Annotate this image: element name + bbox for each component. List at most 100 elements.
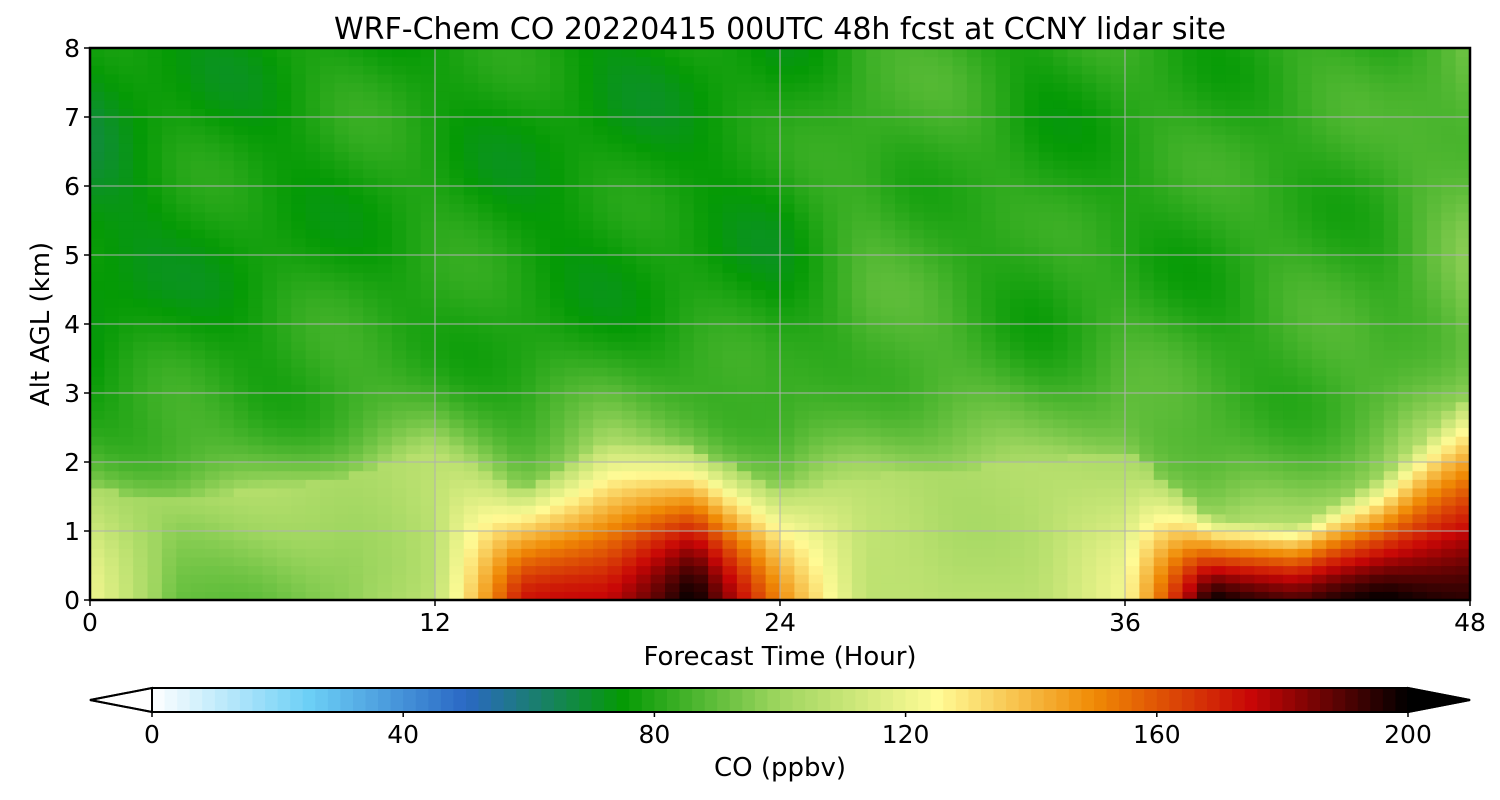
heatmap-cell <box>1355 531 1370 541</box>
heatmap-cell <box>736 444 752 454</box>
heatmap-cell <box>995 211 1011 222</box>
heatmap-cell <box>463 470 479 480</box>
heatmap-cell <box>449 255 465 265</box>
heatmap-cell <box>621 574 637 584</box>
heatmap-cell <box>1038 393 1054 403</box>
heatmap-cell <box>693 341 709 351</box>
heatmap-cell <box>1211 349 1227 360</box>
heatmap-cell <box>952 237 968 247</box>
heatmap-cell <box>1283 436 1299 446</box>
heatmap-cell <box>320 556 335 567</box>
heatmap-cell <box>981 246 997 256</box>
heatmap-cell <box>1038 496 1054 506</box>
heatmap-cell <box>1426 194 1442 204</box>
heatmap-cell <box>564 410 580 420</box>
heatmap-cell <box>463 349 479 360</box>
heatmap-cell <box>1096 384 1112 394</box>
heatmap-cell <box>1067 168 1083 178</box>
heatmap-cell <box>1010 211 1025 222</box>
heatmap-cell <box>1254 496 1270 506</box>
heatmap-cell <box>1196 272 1212 282</box>
heatmap-cell <box>305 522 321 532</box>
heatmap-cell <box>305 496 321 506</box>
heatmap-cell <box>952 151 968 161</box>
heatmap-cell <box>1053 487 1069 498</box>
heatmap-cell <box>449 306 465 316</box>
heatmap-cell <box>348 462 364 472</box>
heatmap-cell <box>966 255 982 265</box>
heatmap-cell <box>1038 289 1054 299</box>
heatmap-cell <box>1096 436 1112 446</box>
heatmap-cell <box>1268 522 1284 532</box>
heatmap-cell <box>679 436 695 446</box>
heatmap-cell <box>1110 194 1126 204</box>
heatmap-cell <box>90 444 105 454</box>
heatmap-cell <box>808 289 824 299</box>
heatmap-cell <box>1426 487 1442 498</box>
heatmap-cell <box>147 142 163 153</box>
heatmap-cell <box>837 168 853 178</box>
heatmap-cell <box>851 263 867 273</box>
heatmap-cell <box>722 220 738 230</box>
heatmap-cell <box>1211 246 1227 256</box>
heatmap-cell <box>550 418 565 429</box>
heatmap-cell <box>233 220 249 230</box>
heatmap-cell <box>1297 341 1313 351</box>
heatmap-cell <box>1355 341 1370 351</box>
heatmap-cell <box>751 582 767 592</box>
heatmap-cell <box>391 211 407 222</box>
heatmap-cell <box>205 487 220 498</box>
heatmap-cell <box>909 160 925 170</box>
heatmap-cell <box>1340 522 1356 532</box>
heatmap-cell <box>133 341 149 351</box>
heatmap-cell <box>679 246 695 256</box>
heatmap-cell <box>535 332 551 342</box>
heatmap-cell <box>866 151 882 161</box>
heatmap-cell <box>391 470 407 480</box>
heatmap-cell <box>420 453 436 463</box>
heatmap-cell <box>190 582 206 592</box>
heatmap-cell <box>1182 203 1198 213</box>
heatmap-cell <box>219 203 235 213</box>
heatmap-cell <box>794 496 810 506</box>
heatmap-cell <box>650 177 666 187</box>
heatmap-cell <box>1168 220 1184 230</box>
heatmap-cell <box>305 358 321 368</box>
heatmap-cell <box>233 168 249 178</box>
heatmap-cell <box>1455 349 1470 360</box>
heatmap-cell <box>550 556 565 567</box>
heatmap-cell <box>1182 418 1198 429</box>
heatmap-cell <box>161 229 177 239</box>
heatmap-cell <box>636 177 652 187</box>
heatmap-cell <box>1383 375 1399 385</box>
heatmap-cell <box>506 453 522 463</box>
heatmap-cell <box>938 505 954 515</box>
heatmap-cell <box>636 418 652 429</box>
heatmap-cell <box>449 203 465 213</box>
heatmap-cell <box>1240 289 1255 299</box>
heatmap-cell <box>1153 401 1169 411</box>
heatmap-cell <box>1283 358 1299 368</box>
heatmap-cell <box>348 289 364 299</box>
heatmap-cell <box>708 401 724 411</box>
heatmap-cell <box>693 177 709 187</box>
heatmap-cell <box>823 306 839 316</box>
heatmap-cell <box>535 418 551 429</box>
heatmap-cell <box>952 315 968 325</box>
heatmap-cell <box>348 531 364 541</box>
heatmap-cell <box>1225 479 1241 489</box>
heatmap-cell <box>334 565 350 575</box>
heatmap-cell <box>1383 229 1399 239</box>
heatmap-cell <box>478 237 494 247</box>
heatmap-cell <box>780 522 795 532</box>
heatmap-cell <box>679 203 695 213</box>
heatmap-cell <box>1110 220 1126 230</box>
heatmap-cell <box>320 384 335 394</box>
heatmap-cell <box>118 470 134 480</box>
heatmap-cell <box>161 427 177 437</box>
heatmap-cell <box>1426 306 1442 316</box>
heatmap-cell <box>219 341 235 351</box>
heatmap-cell <box>808 479 824 489</box>
heatmap-cell <box>118 237 134 247</box>
heatmap-cell <box>478 160 494 170</box>
